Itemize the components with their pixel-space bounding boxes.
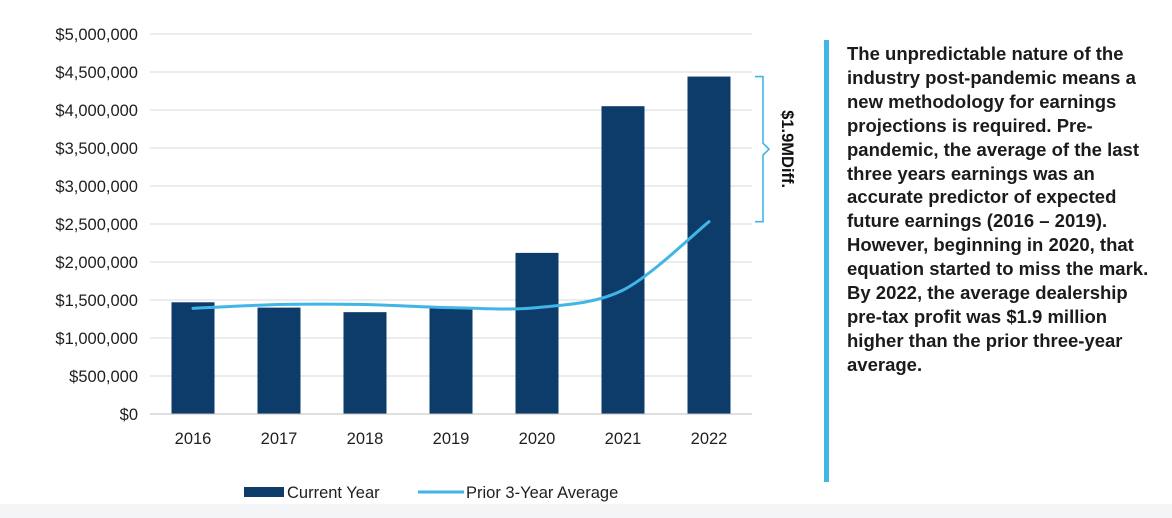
x-tick-label: 2020 (519, 430, 556, 448)
bar-current-year (257, 307, 301, 414)
current-year-bars (171, 76, 731, 414)
annotation-label: $1.9MDiff. (778, 110, 796, 188)
chart-legend: Current Year Prior 3-Year Average (244, 484, 618, 502)
y-tick-label: $1,000,000 (55, 330, 138, 348)
y-tick-label: $0 (120, 406, 138, 424)
y-tick-label: $2,000,000 (55, 254, 138, 272)
legend-swatch-current-year (244, 487, 284, 497)
y-tick-label: $4,000,000 (55, 102, 138, 120)
bar-current-year (171, 302, 215, 414)
y-tick-label: $1,500,000 (55, 292, 138, 310)
gridlines (150, 33, 752, 377)
prior-3-year-average-line-group (191, 220, 711, 311)
earnings-chart: $0 $500,000 $1,000,000 $1,500,000 $2,000,000… (55, 26, 796, 502)
x-tick-label: 2019 (433, 430, 470, 448)
y-tick-label: $5,000,000 (55, 26, 138, 44)
x-tick-label: 2018 (347, 430, 384, 448)
x-tick-label: 2022 (691, 430, 728, 448)
y-axis-tick-labels: $0 $500,000 $1,000,000 $1,500,000 $2,000,000… (55, 26, 138, 424)
y-tick-label: $2,500,000 (55, 216, 138, 234)
y-tick-label: $4,500,000 (55, 64, 138, 82)
bar-current-year (343, 312, 387, 414)
prior-3-year-average-line (191, 220, 711, 311)
bottom-strip (0, 504, 1172, 518)
bar-current-year (687, 76, 731, 414)
x-axis-tick-labels: 2016 2017 2018 2019 2020 2021 2022 (175, 430, 728, 448)
x-tick-label: 2017 (261, 430, 298, 448)
annotation-bracket (755, 75, 771, 223)
y-tick-label: $3,500,000 (55, 140, 138, 158)
side-commentary: The unpredictable nature of the industry… (824, 40, 1166, 482)
side-commentary-text: The unpredictable nature of the industry… (847, 43, 1149, 375)
y-tick-label: $500,000 (69, 368, 138, 386)
bar-current-year (515, 252, 559, 414)
difference-annotation: $1.9MDiff. (755, 75, 796, 223)
x-tick-label: 2016 (175, 430, 212, 448)
bar-current-year (429, 307, 473, 414)
x-tick-label: 2021 (605, 430, 642, 448)
bar-current-year (601, 106, 645, 414)
legend-label-current-year: Current Year (287, 484, 380, 502)
y-tick-label: $3,000,000 (55, 178, 138, 196)
legend-label-prior-3-year-average: Prior 3-Year Average (466, 484, 618, 502)
